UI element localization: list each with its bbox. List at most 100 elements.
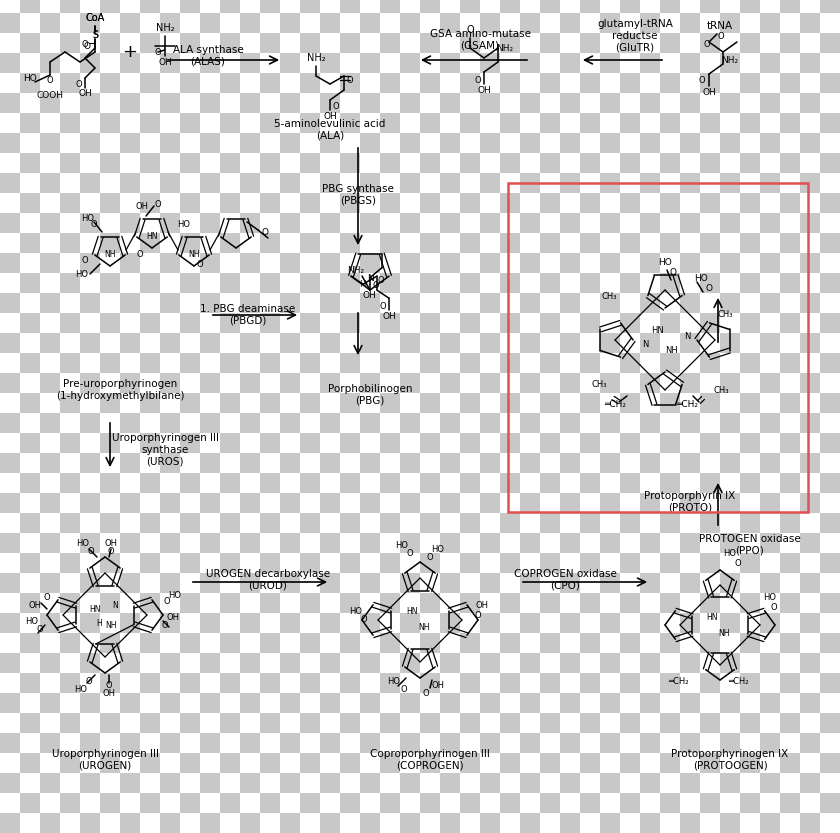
Bar (700, 33, 720, 53)
Bar (100, 673, 120, 693)
Bar (620, 733, 640, 753)
Bar (480, 313, 500, 333)
Bar (720, 733, 740, 753)
Bar (120, 713, 140, 733)
Bar (220, 813, 240, 833)
Bar (480, 0, 500, 13)
Bar (660, 533, 680, 553)
Text: NH: NH (718, 629, 730, 637)
Text: HO: HO (177, 220, 191, 228)
Bar (760, 53, 780, 73)
Bar (540, 493, 560, 513)
Bar (360, 153, 380, 173)
Bar (400, 113, 420, 133)
Bar (720, 673, 740, 693)
Bar (20, 473, 40, 493)
Bar (560, 513, 580, 533)
Bar (400, 493, 420, 513)
Bar (40, 533, 60, 553)
Bar (100, 193, 120, 213)
Text: O: O (372, 282, 379, 291)
Bar (720, 493, 740, 513)
Bar (680, 213, 700, 233)
Bar (160, 493, 180, 513)
Bar (120, 173, 140, 193)
Bar (700, 173, 720, 193)
Bar (680, 33, 700, 53)
Bar (180, 713, 200, 733)
Bar (220, 233, 240, 253)
Bar (700, 733, 720, 753)
Bar (80, 333, 100, 353)
Bar (700, 213, 720, 233)
Bar (440, 593, 460, 613)
Bar (620, 333, 640, 353)
Bar (140, 93, 160, 113)
Bar (420, 353, 440, 373)
Bar (600, 813, 620, 833)
Bar (440, 633, 460, 653)
Text: Uroporphyrinogen III
synthase
(UROS): Uroporphyrinogen III synthase (UROS) (112, 433, 218, 466)
Bar (340, 633, 360, 653)
Bar (800, 453, 820, 473)
Bar (0, 93, 20, 113)
Bar (720, 593, 740, 613)
Bar (60, 473, 80, 493)
Bar (560, 413, 580, 433)
Bar (300, 253, 320, 273)
Bar (640, 633, 660, 653)
Bar (140, 273, 160, 293)
Bar (760, 433, 780, 453)
Bar (400, 13, 420, 33)
Bar (320, 393, 340, 413)
Bar (380, 413, 400, 433)
Text: O: O (347, 76, 354, 84)
Bar (480, 253, 500, 273)
Bar (680, 513, 700, 533)
Bar (780, 793, 800, 813)
Text: HO: HO (24, 73, 37, 82)
Bar (720, 53, 740, 73)
Bar (680, 353, 700, 373)
Bar (680, 573, 700, 593)
Bar (360, 493, 380, 513)
Bar (340, 573, 360, 593)
Bar (540, 453, 560, 473)
Bar (40, 673, 60, 693)
Bar (400, 173, 420, 193)
Bar (0, 13, 20, 33)
Bar (100, 633, 120, 653)
Bar (520, 213, 540, 233)
Bar (0, 673, 20, 693)
Bar (160, 293, 180, 313)
Bar (360, 773, 380, 793)
Bar (820, 33, 840, 53)
Bar (480, 193, 500, 213)
Bar (420, 673, 440, 693)
Bar (400, 753, 420, 773)
Bar (380, 753, 400, 773)
Bar (0, 713, 20, 733)
Bar (780, 373, 800, 393)
Bar (380, 553, 400, 573)
Bar (40, 493, 60, 513)
Bar (60, 453, 80, 473)
Bar (0, 73, 20, 93)
Bar (760, 193, 780, 213)
Bar (300, 513, 320, 533)
Bar (100, 133, 120, 153)
Bar (420, 733, 440, 753)
Bar (360, 13, 380, 33)
Bar (220, 533, 240, 553)
Bar (300, 493, 320, 513)
Bar (380, 793, 400, 813)
Bar (360, 173, 380, 193)
Bar (620, 413, 640, 433)
Bar (220, 413, 240, 433)
Bar (140, 53, 160, 73)
Bar (120, 53, 140, 73)
Bar (240, 813, 260, 833)
Bar (80, 813, 100, 833)
Bar (360, 453, 380, 473)
Text: CH₃: CH₃ (717, 310, 732, 318)
